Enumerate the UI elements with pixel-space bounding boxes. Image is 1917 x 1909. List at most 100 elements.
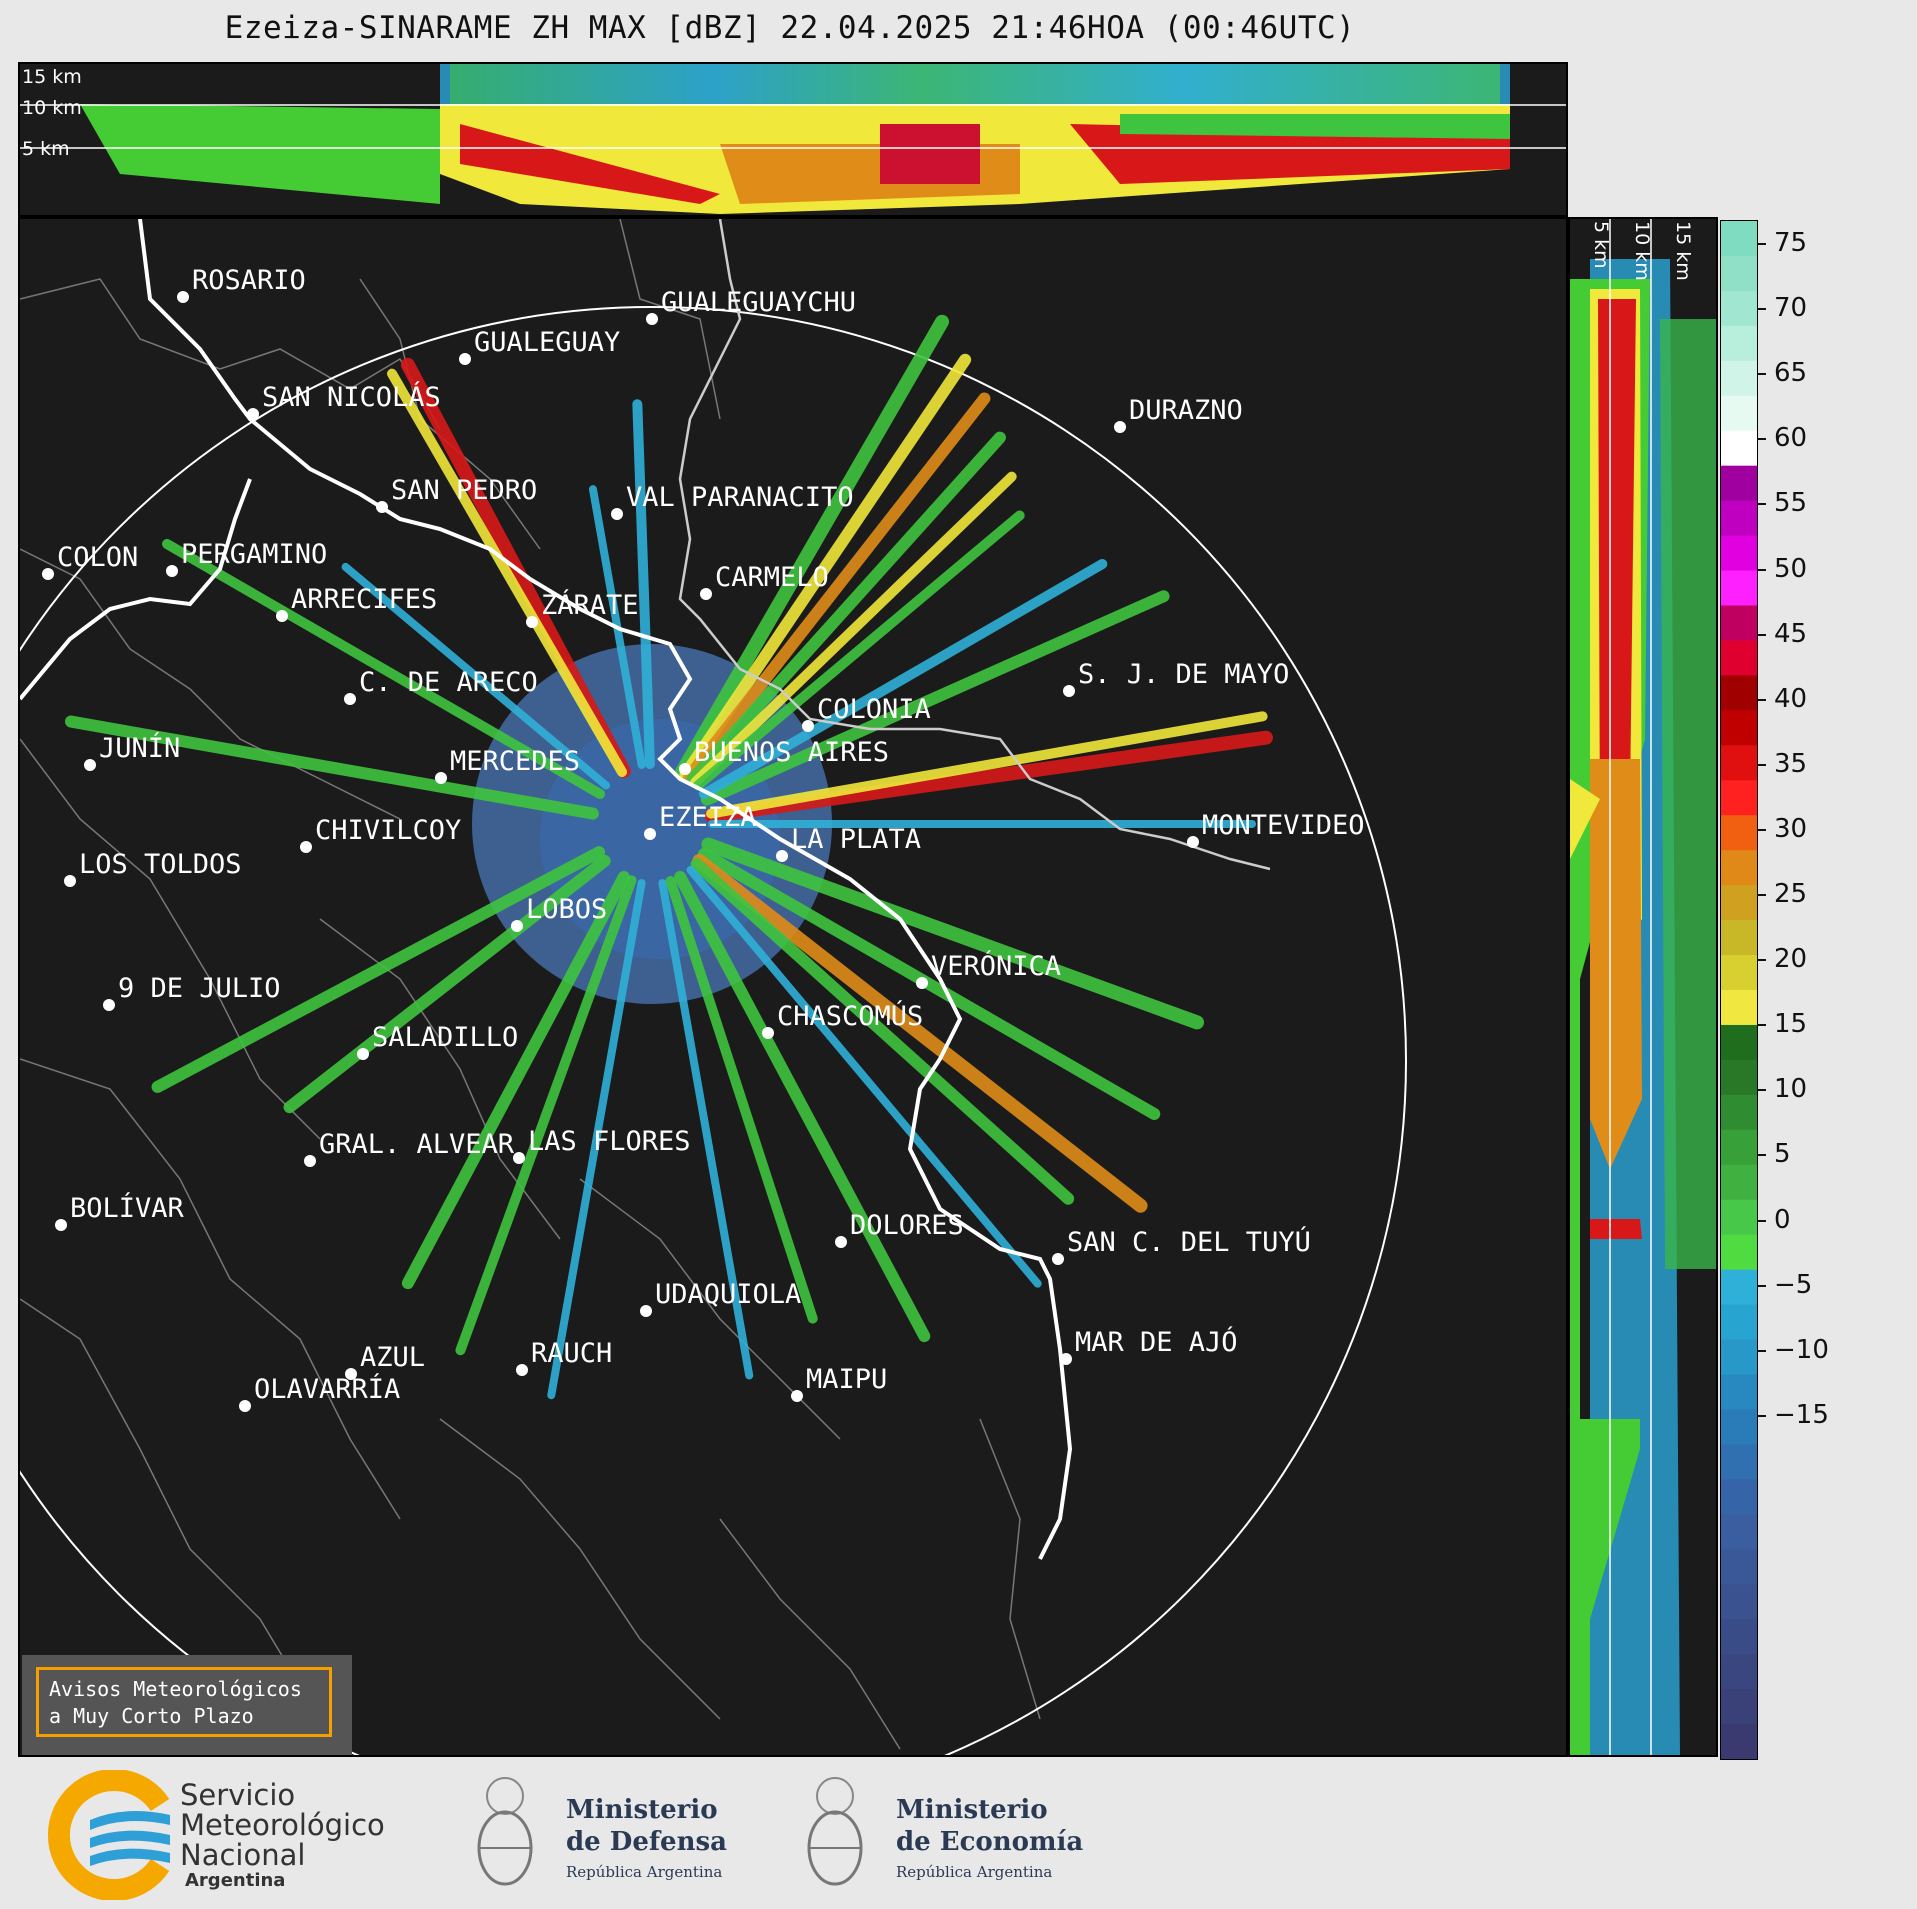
city-label: LOBOS	[526, 894, 608, 925]
city-label: EZEIZA	[659, 802, 757, 833]
coat-of-arms-icon	[477, 1777, 533, 1886]
radar-spoke	[151, 846, 606, 1093]
radar-spoke	[686, 865, 1042, 1288]
city-label: ZÁRATE	[541, 590, 639, 621]
radar-spoke	[700, 590, 1170, 806]
city-marker	[166, 565, 178, 577]
city-marker	[84, 759, 96, 771]
city-label: BUENOS AIRES	[694, 737, 890, 768]
city-label: SAN C. DEL TUYÚ	[1067, 1227, 1311, 1258]
colorbar-tick-label: 75	[1774, 228, 1808, 258]
city-marker	[611, 508, 623, 520]
city-marker	[1187, 836, 1199, 848]
city-marker	[1114, 421, 1126, 433]
city-label: GRAL. ALVEAR	[319, 1129, 515, 1160]
colorbar-tick	[1757, 763, 1766, 766]
smn-line-4: Argentina	[185, 1870, 286, 1891]
city-label: GUALEGUAYCHU	[661, 287, 857, 318]
district-boundaries	[20, 219, 1041, 1750]
colorbar-tick-label: −5	[1774, 1269, 1813, 1300]
city-marker	[526, 616, 538, 628]
defensa-line-3: República Argentina	[566, 1863, 723, 1881]
colorbar-tick-label: 25	[1774, 879, 1808, 909]
radar-map-panel: ROSARIO GUALEGUAYCHU GUALEGUAY SAN NICOLÁS D…	[18, 217, 1568, 1757]
city-marker	[762, 1027, 774, 1039]
colorbar-tick-label: 5	[1774, 1139, 1791, 1170]
city-label: SAN NICOLÁS	[262, 382, 441, 413]
radar-spoke	[698, 559, 1108, 799]
city-label: LOS TOLDOS	[79, 849, 242, 880]
city-marker	[802, 720, 814, 732]
colorbar-tick	[1757, 568, 1766, 571]
colorbar-tick-label: 20	[1774, 944, 1808, 975]
city-marker	[513, 1152, 525, 1164]
radar-spoke	[665, 876, 818, 1324]
economia-line-1: Ministerio	[896, 1795, 1048, 1825]
city-marker	[64, 875, 76, 887]
colorbar-tick-label: −10	[1774, 1334, 1829, 1365]
city-marker	[1060, 1353, 1072, 1365]
defensa-line-1: Ministerio	[566, 1795, 718, 1825]
radar-spoke	[283, 854, 611, 1114]
radar-spoke	[690, 858, 1075, 1205]
radar-spoke	[697, 848, 1161, 1120]
colorbar-tick-label: 45	[1774, 618, 1808, 649]
radar-map-image	[20, 219, 1407, 1755]
city-label: MERCEDES	[450, 746, 581, 777]
city-label: AZUL	[360, 1342, 426, 1373]
height-label-10km: 10 km	[22, 97, 82, 119]
warnings-badge[interactable]: Avisos Meteorológicos a Muy Corto Plazo	[22, 1655, 352, 1755]
city-marker	[511, 920, 523, 932]
side-cross-section-panel: 5 km 10 km 15 km	[1568, 217, 1718, 1757]
radar-spoke	[455, 875, 637, 1356]
city-marker	[345, 1368, 357, 1380]
colorbar-tick	[1757, 503, 1766, 506]
top-cross-section-panel: 15 km 10 km 5 km	[18, 62, 1568, 217]
colorbar-tick	[1757, 1219, 1766, 1222]
radar-spoke	[701, 837, 1205, 1030]
economia-line-3: República Argentina	[896, 1863, 1053, 1881]
side-cross-section-image	[1570, 219, 1716, 1755]
side-height-label-15km: 15 km	[1672, 221, 1694, 281]
colorbar-tick	[1757, 1414, 1766, 1417]
uruguay-coast	[678, 219, 1271, 871]
city-label: ARRECIFES	[291, 584, 438, 615]
city-label: BOLÍVAR	[70, 1193, 184, 1224]
colorbar-tick	[1757, 1284, 1766, 1287]
city-marker	[344, 693, 356, 705]
city-label: SAN PEDRO	[391, 475, 538, 506]
warnings-badge-frame: Avisos Meteorológicos a Muy Corto Plazo	[36, 1667, 332, 1737]
radar-spoke	[704, 730, 1273, 823]
city-marker	[55, 1219, 67, 1231]
colorbar-tick	[1757, 698, 1766, 701]
city-label: CHASCOMÚS	[777, 1001, 924, 1032]
city-label: MAR DE AJÓ	[1075, 1327, 1238, 1358]
side-height-label-10km: 10 km	[1631, 221, 1653, 281]
city-marker	[276, 610, 288, 622]
radar-spoke	[682, 392, 991, 783]
badge-line-1: Avisos Meteorológicos	[49, 1677, 302, 1701]
city-label: GUALEGUAY	[474, 327, 621, 358]
city-marker	[103, 999, 115, 1011]
colorbar-tick	[1757, 1024, 1766, 1027]
city-marker	[1063, 685, 1075, 697]
smn-logo-icon	[47, 1770, 170, 1900]
radar-spoke	[674, 870, 931, 1343]
radar-spokes	[64, 314, 1273, 1400]
city-label: C. DE ARECO	[359, 667, 538, 698]
colorbar-tick-label: 55	[1774, 488, 1808, 519]
city-label: PERGAMINO	[181, 539, 328, 570]
city-marker	[357, 1048, 369, 1060]
coastline	[20, 219, 1073, 1560]
city-marker	[776, 850, 788, 862]
city-marker	[247, 408, 259, 420]
city-label: COLON	[57, 542, 139, 573]
colorbar-tick	[1757, 308, 1766, 311]
defensa-line-2: de Defensa	[566, 1827, 727, 1857]
colorbar-tick	[1757, 243, 1766, 245]
radar-spoke	[706, 711, 1268, 819]
colorbar-tick-label: 10	[1774, 1074, 1808, 1105]
top-cross-section-image	[20, 64, 1566, 214]
smn-line-3: Nacional	[180, 1838, 306, 1872]
city-marker	[239, 1400, 251, 1412]
